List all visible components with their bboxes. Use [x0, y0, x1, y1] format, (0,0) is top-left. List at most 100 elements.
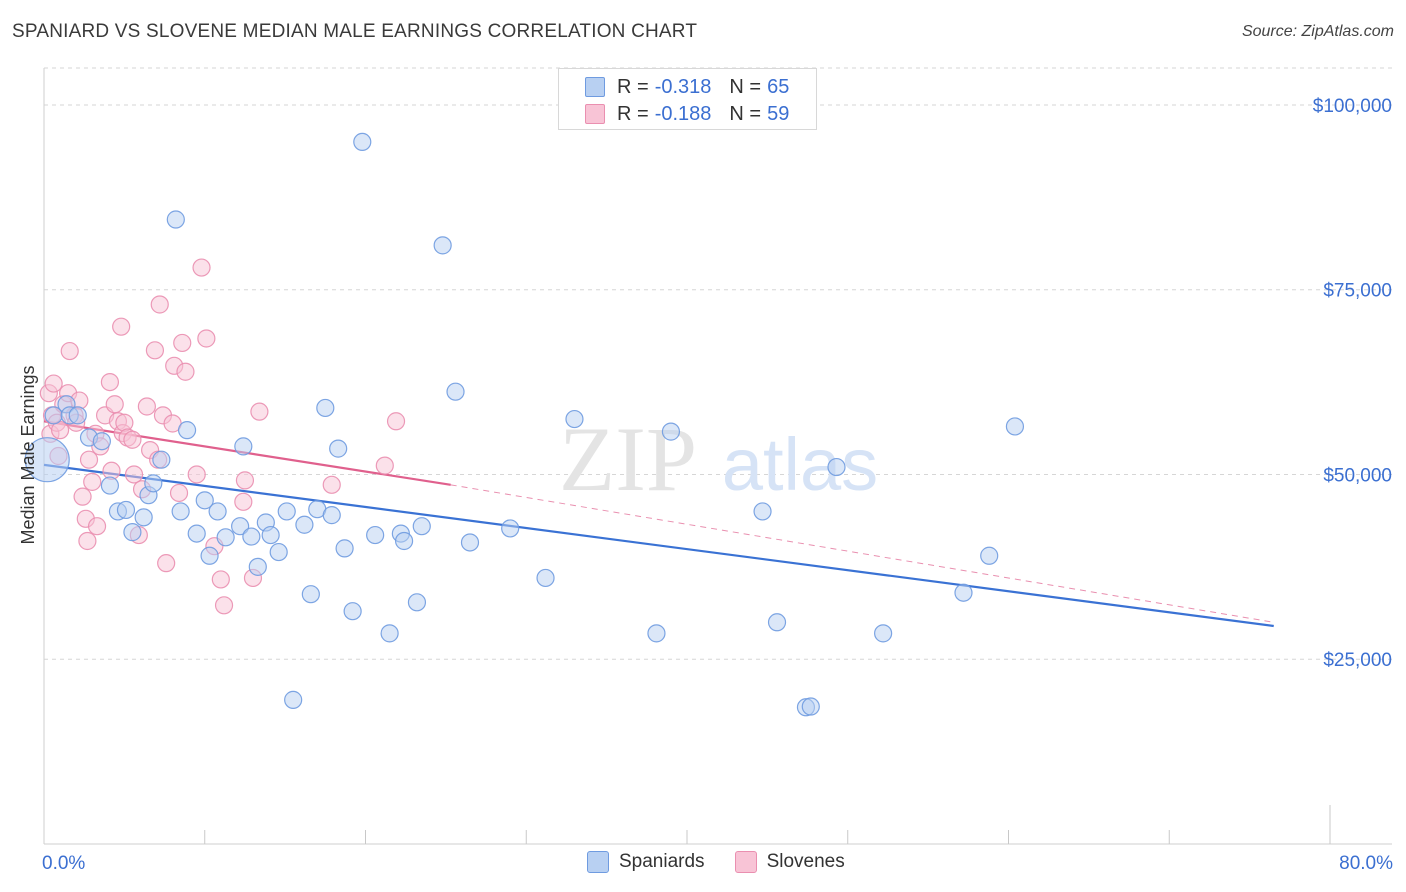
legend-n-value: 65: [767, 75, 790, 98]
spaniard-point: [394, 531, 414, 551]
spaniard-point: [68, 406, 87, 425]
slovenes-label: Slovenes: [766, 851, 845, 872]
spaniard-point: [501, 519, 520, 538]
spaniard-point: [231, 517, 250, 536]
slovene-point: [145, 341, 165, 360]
spaniard-point: [329, 439, 348, 458]
slovene-point: [100, 372, 120, 392]
points-layer: [24, 132, 1025, 717]
spaniard-point: [152, 450, 171, 469]
spaniard-point: [801, 697, 820, 716]
label-layer: $25,000 $50,000 $75,000 $100,000 0.0% 80.0% Me…: [18, 96, 1393, 874]
spaniard-point: [166, 210, 185, 229]
slovene-point: [73, 487, 92, 506]
spaniard-point: [301, 585, 320, 604]
spaniard-point: [92, 432, 111, 451]
slovene-point: [112, 317, 131, 336]
slovene-point: [192, 258, 211, 277]
spaniard-point: [343, 602, 362, 621]
spaniard-point: [216, 528, 235, 547]
slovene-point: [197, 329, 216, 348]
slovene-point: [150, 295, 169, 314]
spaniard-point: [171, 502, 190, 521]
spaniard-point: [195, 491, 214, 510]
spaniard-point: [242, 527, 261, 546]
spaniard-point: [248, 557, 267, 576]
legend-n-label: N =: [729, 75, 762, 98]
slovene-point: [87, 517, 107, 536]
axis-layer: [43, 68, 1392, 845]
watermark-atlas: atlas: [722, 423, 878, 506]
spaniard-point: [753, 502, 772, 521]
spaniard-point: [460, 533, 480, 552]
slovene-point: [322, 475, 341, 494]
legend-r-label: R =: [617, 75, 649, 98]
slovene-point: [78, 531, 97, 551]
x-tick-label-max: 80.0%: [1339, 853, 1393, 874]
spaniard-point: [536, 568, 555, 588]
spaniard-point: [295, 515, 314, 534]
slovene-point: [137, 397, 156, 416]
slovene-point: [234, 492, 253, 511]
slovene-point: [375, 456, 394, 475]
slovene-point: [60, 341, 79, 361]
spaniard-point: [446, 382, 465, 401]
spaniard-point: [322, 506, 341, 525]
spaniard-point: [380, 624, 399, 643]
spaniard-point: [123, 523, 142, 542]
spaniards-trend-line: [43, 463, 1274, 628]
x-tick-label-min: 0.0%: [42, 853, 85, 874]
correlation-legend: R = -0.318 N = 65 R = -0.188 N = 59: [558, 68, 817, 130]
spaniard-point: [234, 437, 253, 456]
spaniard-point: [874, 624, 893, 643]
spaniard-point: [1005, 417, 1025, 436]
y-axis-label: Median Male Earnings: [18, 365, 38, 544]
spaniard-point: [261, 525, 280, 545]
slovene-point: [176, 362, 195, 381]
spaniard-point: [116, 500, 136, 520]
spaniard-point: [134, 508, 153, 527]
legend-r-label: R =: [617, 102, 649, 125]
spaniard-point: [177, 421, 197, 440]
slovenes-swatch: [734, 851, 757, 873]
spaniard-point: [647, 624, 666, 643]
slovene-point: [83, 472, 102, 491]
spaniard-point: [335, 539, 354, 558]
y-tick-label: $100,000: [1313, 96, 1392, 117]
spaniard-point: [980, 546, 999, 565]
slovene-point: [173, 333, 192, 353]
spaniard-point: [366, 525, 385, 545]
slovene-point: [187, 465, 206, 484]
slovene-point: [235, 471, 255, 490]
spaniard-point: [208, 502, 227, 521]
legend-r-value: -0.188: [654, 102, 712, 125]
spaniard-point: [284, 690, 303, 709]
slovenes-trend-extension: [450, 484, 1274, 623]
spaniard-point: [565, 409, 584, 429]
legend-n-value: 59: [767, 102, 790, 125]
y-tick-label: $25,000: [1323, 650, 1392, 671]
slovene-point: [169, 483, 189, 503]
spaniards-label: Spaniards: [619, 851, 705, 872]
spaniard-point: [187, 524, 206, 543]
series-legend-spaniards[interactable]: Spaniards: [587, 851, 705, 873]
slovene-point: [250, 402, 269, 421]
slovene-point: [214, 596, 234, 615]
spaniard-point: [277, 502, 296, 521]
legend-row-slovenes: R = -0.188 N = 59: [585, 101, 789, 127]
slovene-point: [211, 570, 230, 589]
slovene-point: [79, 450, 99, 469]
spaniard-point: [827, 457, 846, 477]
legend-swatch-spaniards: [585, 77, 605, 97]
slovene-point: [386, 412, 406, 431]
slovene-point: [157, 554, 176, 573]
chart-source: Source: ZipAtlas.com: [1241, 23, 1394, 40]
spaniard-point: [767, 613, 787, 632]
series-legend: Spaniards Slovenes: [587, 851, 875, 873]
series-legend-slovenes[interactable]: Slovenes: [734, 851, 845, 873]
spaniard-point: [100, 476, 120, 495]
spaniard-point: [412, 517, 431, 536]
spaniard-point: [144, 474, 163, 493]
slovene-point: [124, 465, 144, 484]
